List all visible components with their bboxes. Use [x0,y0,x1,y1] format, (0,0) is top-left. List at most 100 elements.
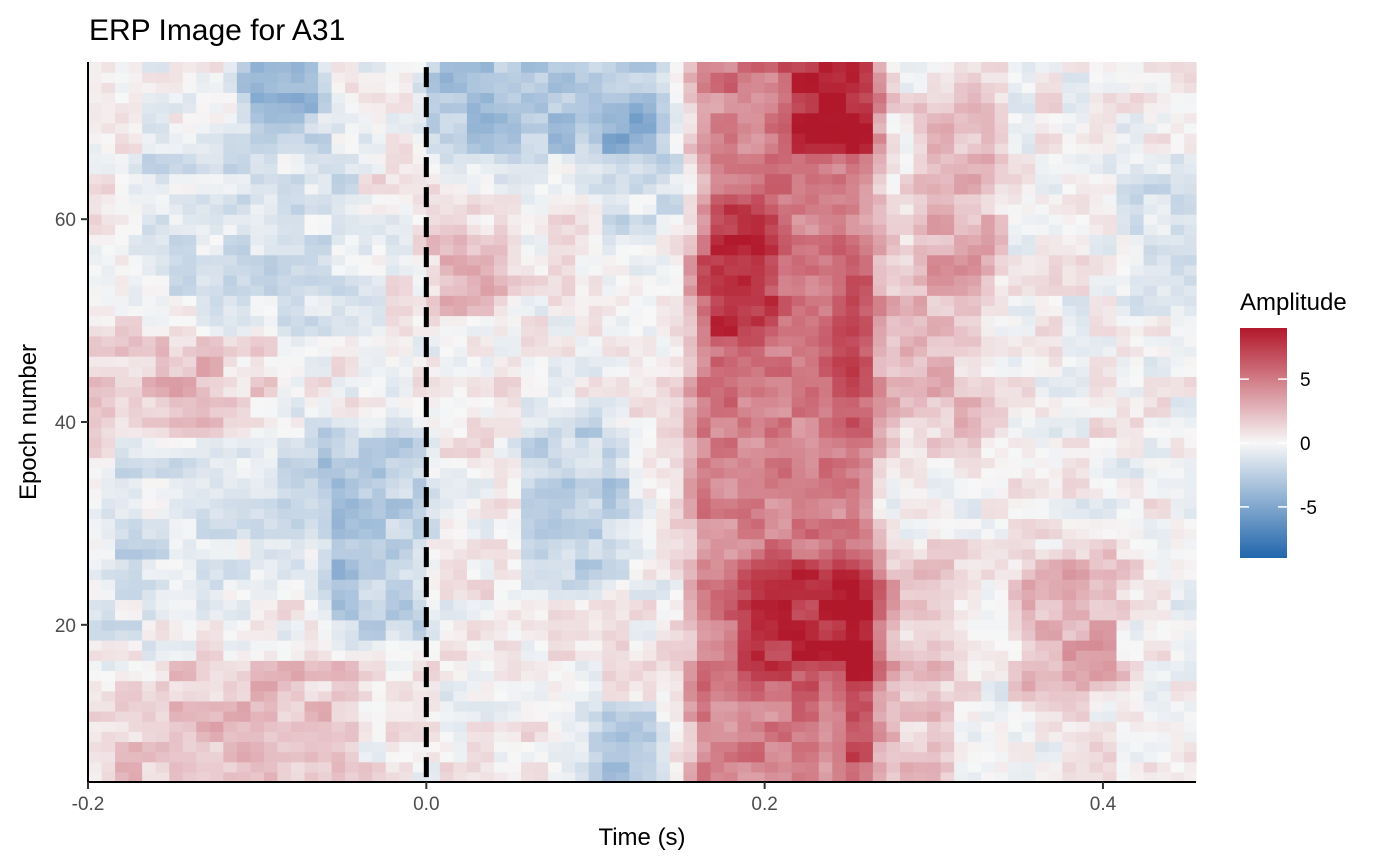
heatmap-cell [1116,640,1131,651]
heatmap-cell [493,569,509,580]
heatmap-cell [128,609,143,621]
heatmap-cell [805,528,820,540]
heatmap-cell [696,518,712,530]
heatmap-cell [1157,640,1172,651]
heatmap-cell [642,315,657,327]
heatmap-cell [575,700,590,712]
heatmap-cell [412,274,427,286]
heatmap-cell [1062,203,1077,215]
heatmap-cell [805,457,820,469]
heatmap-cell [304,761,319,773]
heatmap-cell [331,416,346,428]
heatmap-cell [1035,457,1050,469]
heatmap-cell [88,680,103,692]
heatmap-cell [236,589,251,601]
heatmap-cell [142,295,157,306]
heatmap-cell [1008,234,1023,246]
heatmap-cell [236,274,251,286]
heatmap-cell [439,477,454,489]
heatmap-cell [751,376,766,388]
heatmap-cell [1184,731,1197,743]
heatmap-cell [345,751,360,763]
heatmap-cell [507,751,522,763]
heatmap-cell [575,173,590,185]
heatmap-cell [128,680,143,692]
heatmap-cell [710,254,725,266]
heatmap-cell [534,416,549,428]
heatmap-cell [764,203,779,215]
heatmap-cell [575,761,590,773]
heatmap-cell [88,538,103,550]
heatmap-cell [372,518,387,530]
heatmap-cell [629,447,644,459]
heatmap-cell [196,721,211,732]
heatmap-cell [751,700,766,712]
heatmap-cell [250,173,265,185]
heatmap-cell [872,771,888,783]
heatmap-cell [439,163,454,175]
heatmap-cell [250,244,265,256]
heatmap-cell [426,589,441,601]
heatmap-cell [412,690,427,702]
heatmap-cell [615,599,630,611]
heatmap-cell [331,437,346,448]
heatmap-cell [250,741,265,753]
heatmap-cell [1170,356,1185,367]
heatmap-cell [453,305,468,317]
heatmap-cell [1157,376,1172,388]
heatmap-cell [575,518,590,530]
heatmap-cell [1102,285,1118,296]
heatmap-cell [954,183,969,195]
heatmap-cell [412,214,427,225]
heatmap-cell [1035,193,1050,205]
heatmap-cell [981,487,996,499]
heatmap-cell [1062,285,1077,296]
heatmap-cell [548,660,563,672]
heatmap-cell [1157,427,1172,438]
heatmap-cell [575,528,590,540]
heatmap-cell [899,528,915,540]
heatmap-cell [940,406,955,418]
heatmap-cell [872,335,888,347]
heatmap-cell [1102,234,1118,246]
heatmap-cell [981,193,996,205]
heatmap-cell [967,427,982,438]
heatmap-cell [399,437,414,448]
heatmap-cell [480,376,495,388]
heatmap-cell [453,244,468,256]
heatmap-cell [832,579,847,590]
heatmap-cell [954,366,969,377]
heatmap-cell [872,356,888,367]
heatmap-cell [1143,498,1158,509]
heatmap-cell [778,305,793,317]
heatmap-cell [101,224,116,235]
heatmap-cell [940,305,955,317]
heatmap-cell [1102,599,1118,611]
heatmap-cell [642,711,657,722]
heatmap-cell [236,386,251,398]
heatmap-cell [899,700,915,712]
heatmap-cell [1035,538,1050,550]
heatmap-cell [872,396,888,408]
heatmap-cell [88,173,103,185]
heatmap-cell [142,183,157,195]
heatmap-cell [1143,579,1158,590]
heatmap-cell [236,660,251,672]
heatmap-cell [1062,254,1077,266]
heatmap-cell [88,234,103,246]
heatmap-cell [872,366,888,377]
heatmap-cell [1089,274,1104,286]
heatmap-cell [845,295,860,306]
heatmap-cell [101,700,116,712]
heatmap-cell [1048,295,1063,306]
heatmap-cell [913,538,928,550]
heatmap-cell [290,285,306,296]
heatmap-cell [263,599,279,611]
heatmap-cell [480,183,495,195]
heatmap-cell [805,467,820,479]
heatmap-cell [521,528,536,540]
heatmap-cell [1075,366,1091,377]
heatmap-cell [385,254,400,266]
heatmap-cell [318,721,333,732]
heatmap-cell [845,589,860,601]
